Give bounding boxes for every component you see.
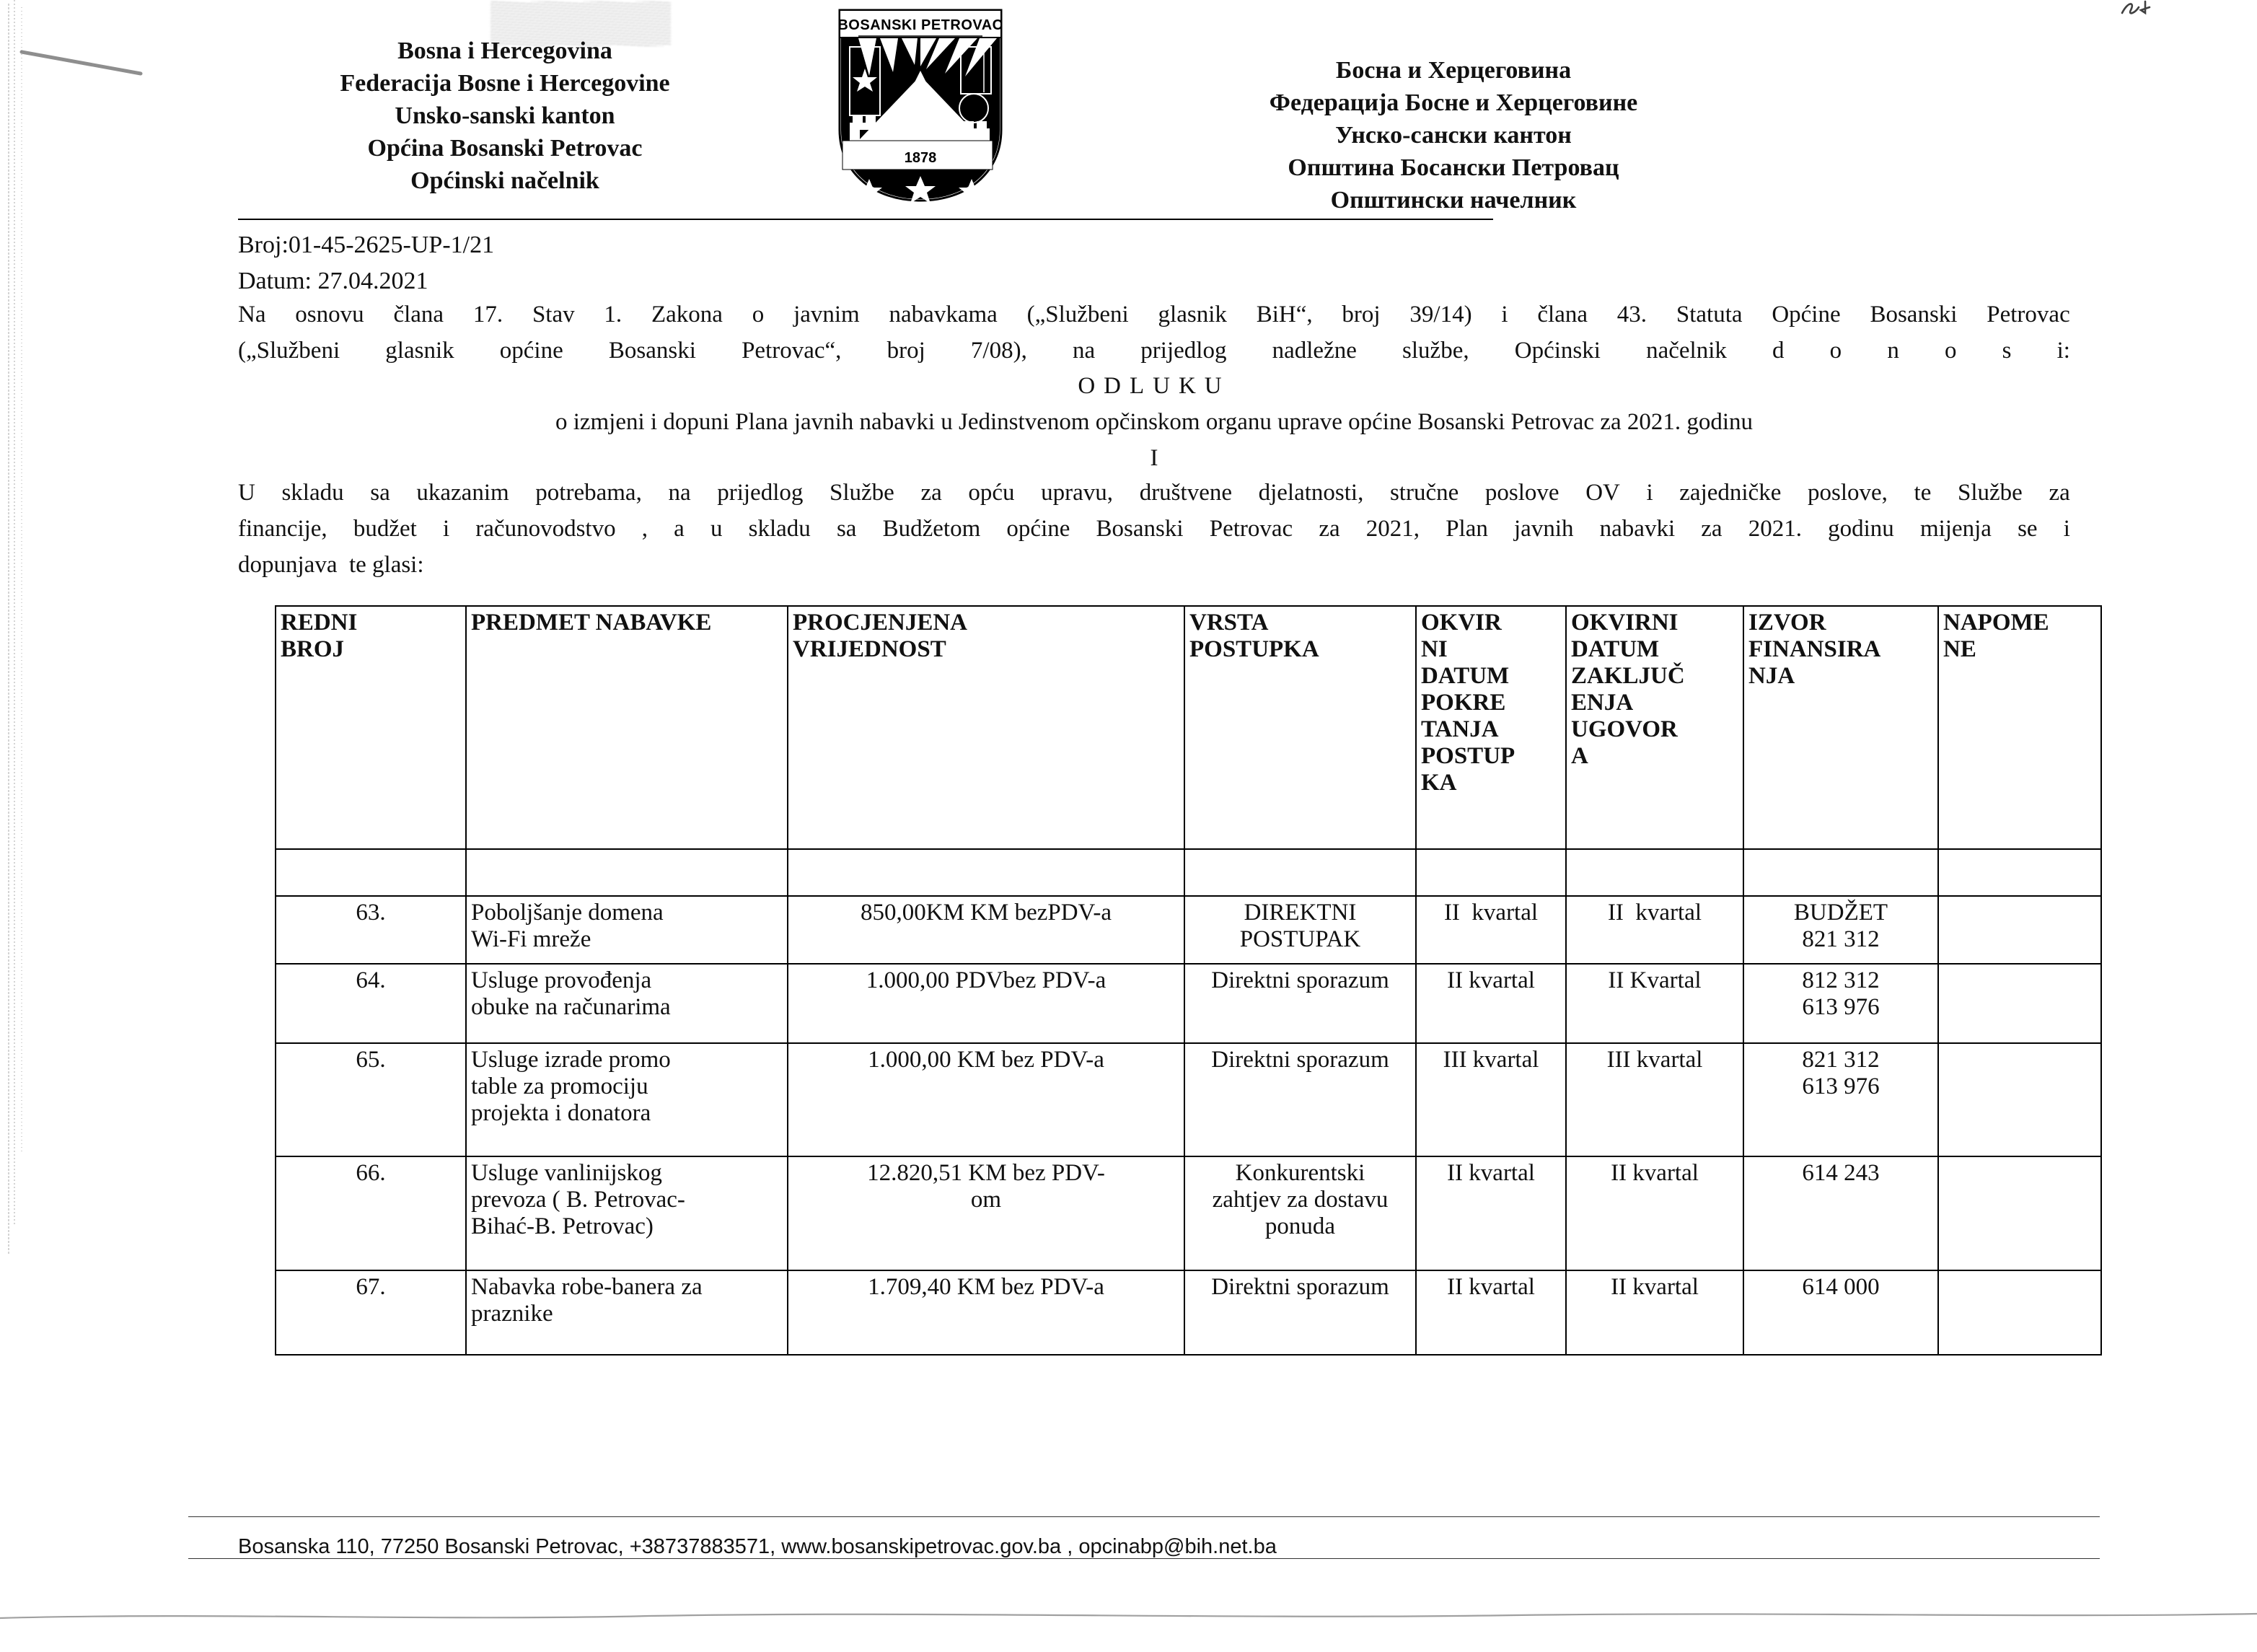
svg-text:1878: 1878	[905, 150, 937, 166]
svg-text:BOSANSKI PETROVAC: BOSANSKI PETROVAC	[837, 17, 1003, 33]
